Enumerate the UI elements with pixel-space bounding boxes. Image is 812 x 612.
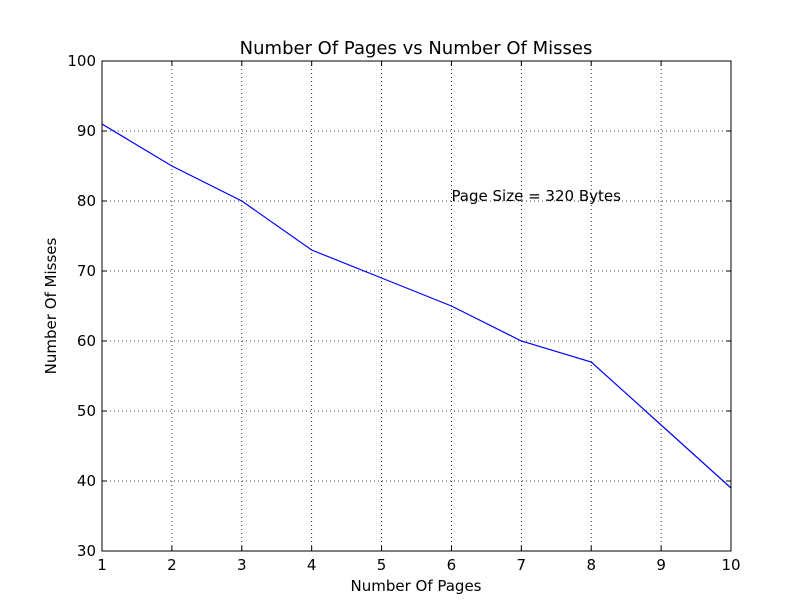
axis-ticks bbox=[101, 60, 732, 552]
x-tick-label: 5 bbox=[377, 556, 387, 574]
y-tick-label: 90 bbox=[77, 122, 96, 140]
series-line bbox=[101, 123, 732, 489]
annotation-page-size: Page Size = 320 Bytes bbox=[451, 187, 621, 205]
grid-lines bbox=[102, 61, 731, 551]
x-tick-label: 9 bbox=[656, 556, 666, 574]
x-tick-label: 4 bbox=[307, 556, 317, 574]
x-tick-label: 10 bbox=[721, 556, 740, 574]
x-axis-tick-labels: 1 2 3 4 5 6 7 8 9 10 bbox=[97, 556, 740, 574]
y-tick-label: 50 bbox=[77, 402, 96, 420]
y-tick-label: 40 bbox=[77, 472, 96, 490]
y-axis-label: Number Of Misses bbox=[42, 237, 60, 374]
x-tick-label: 1 bbox=[97, 556, 107, 574]
y-tick-label: 60 bbox=[77, 332, 96, 350]
chart-title: Number Of Pages vs Number Of Misses bbox=[240, 38, 593, 59]
y-tick-label: 70 bbox=[77, 262, 96, 280]
x-tick-label: 7 bbox=[517, 556, 527, 574]
y-tick-label: 80 bbox=[77, 192, 96, 210]
x-tick-label: 2 bbox=[167, 556, 177, 574]
y-tick-label: 100 bbox=[67, 52, 96, 70]
x-axis-label: Number Of Pages bbox=[350, 577, 481, 595]
x-tick-label: 6 bbox=[447, 556, 457, 574]
x-tick-label: 3 bbox=[237, 556, 247, 574]
x-tick-label: 8 bbox=[586, 556, 596, 574]
plot-area-frame bbox=[101, 60, 732, 552]
y-axis-tick-labels: 30 40 50 60 70 80 90 100 bbox=[67, 52, 96, 560]
y-tick-label: 30 bbox=[77, 542, 96, 560]
